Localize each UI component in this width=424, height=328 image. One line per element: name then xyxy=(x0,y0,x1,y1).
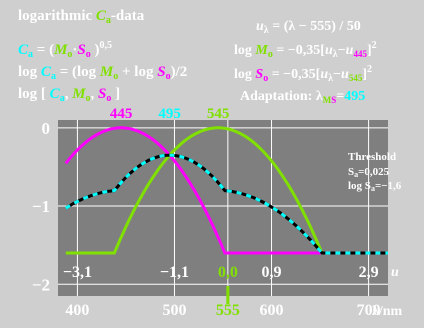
formula-log-m: log Mo = −0,35[uλ−u445]2 xyxy=(234,40,377,60)
formula-u: uλ = (λ − 555) / 50 xyxy=(256,19,361,36)
u-axis-label: u xyxy=(391,265,399,280)
peak-labels: 445 495 545 xyxy=(110,106,230,122)
u-tick-label: −3,1 xyxy=(63,264,92,281)
x-tick-label: 555 xyxy=(216,302,240,319)
series-group xyxy=(64,126,388,255)
header-line-2: Ca = (Mo·So )0,5 xyxy=(18,40,112,60)
header-line-1: logarithmic Ca-data xyxy=(18,8,145,26)
x-tick-labels: 400 500 555 600 700 xyxy=(65,302,380,319)
y-tick-label: −2 xyxy=(32,275,50,294)
plot-area xyxy=(58,120,388,304)
plot-background xyxy=(58,120,388,296)
peak-label: 495 xyxy=(158,106,181,122)
series-line-c-dash xyxy=(64,153,388,255)
threshold-value: Sa=0,025 xyxy=(348,166,390,179)
adaptation-label: Adaptation: λMS=495 xyxy=(240,89,365,105)
u-tick-label: 2,9 xyxy=(359,264,379,281)
u-tick-label: 0,0 xyxy=(218,264,238,281)
header-line-4: log [ Ca, Mo, So ] xyxy=(18,86,120,104)
x-tick-label: 500 xyxy=(162,302,186,319)
y-tick-labels: 0 −1 −2 xyxy=(32,119,50,294)
threshold-log: log Sa=−1,6 xyxy=(348,180,402,193)
x-axis-label: λ/nm xyxy=(372,304,403,319)
threshold-title: Threshold xyxy=(348,151,396,163)
x-tick-label: 600 xyxy=(260,302,284,319)
u-tick-label: 0,9 xyxy=(262,264,282,281)
x-tick-label: 700 xyxy=(357,302,381,319)
header-line-3: log Ca = (log Mo + log So)/2 xyxy=(18,64,187,82)
peak-label: 545 xyxy=(207,106,230,122)
y-tick-label: 0 xyxy=(42,119,51,138)
u-tick-labels: −3,1 −1,1 0,0 0,9 2,9 xyxy=(63,264,379,281)
peak-label: 445 xyxy=(110,106,133,122)
x-tick-label: 400 xyxy=(65,302,89,319)
y-tick-label: −1 xyxy=(32,197,50,216)
formula-log-s: log So = −0,35[uλ−u545]2 xyxy=(234,64,372,84)
u-tick-label: −1,1 xyxy=(160,264,189,281)
